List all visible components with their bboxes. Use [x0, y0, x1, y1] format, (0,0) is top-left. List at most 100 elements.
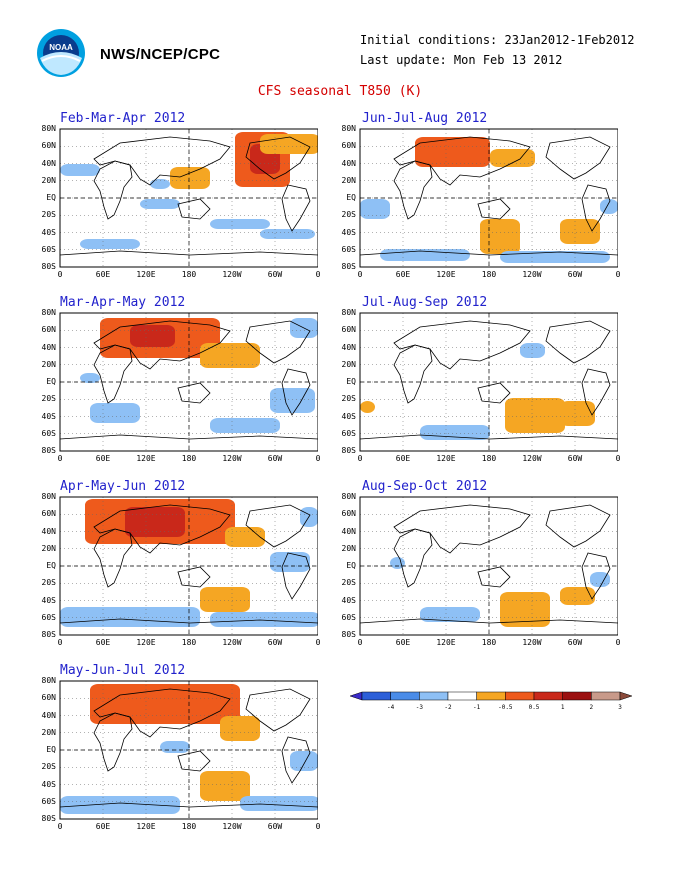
anomaly-region: [170, 167, 210, 189]
coastline: [281, 368, 311, 416]
coastline: [281, 184, 311, 232]
lat-tick-label: 60N: [41, 325, 56, 335]
coastline: [477, 382, 511, 404]
last-update: Last update: Mon Feb 13 2012: [360, 53, 563, 67]
lat-tick-label: 60N: [41, 509, 56, 519]
lon-tick-label: 0: [315, 270, 321, 279]
anomaly-region: [270, 552, 310, 572]
panel-title-amj: Apr-May-Jun 2012: [60, 479, 186, 494]
lat-tick-label: 80N: [341, 124, 356, 133]
coastline: [177, 750, 211, 772]
lat-tick-label: 40N: [341, 342, 356, 352]
anomaly-region: [360, 199, 390, 219]
lon-tick-label: 120W: [522, 454, 542, 463]
legend-swatch: [562, 691, 592, 701]
lon-tick-label: 180: [181, 454, 197, 463]
lon-tick-label: 60E: [95, 270, 111, 279]
noaa-logo-icon: NOAA: [37, 29, 85, 77]
lon-tick-label: 60W: [267, 454, 283, 463]
lat-tick-label: 80S: [41, 446, 56, 455]
lon-tick-label: 120W: [222, 638, 242, 647]
lon-tick-label: 180: [481, 638, 497, 647]
lat-tick-label: 40S: [341, 227, 356, 237]
coastline: [545, 504, 611, 548]
lon-tick-label: 0: [357, 454, 363, 463]
lat-tick-label: 80N: [41, 492, 56, 501]
coastline: [393, 320, 531, 370]
anomaly-region: [80, 239, 140, 249]
lat-tick-label: 60N: [341, 325, 356, 335]
coastline: [177, 198, 211, 220]
anomaly-region: [260, 229, 315, 239]
org-name: NWS/NCEP/CPC: [100, 46, 221, 63]
lon-tick-label: 120W: [222, 822, 242, 831]
lat-tick-label: EQ: [46, 377, 56, 386]
lat-tick-label: 20N: [41, 543, 56, 553]
lat-tick-label: 20S: [41, 210, 56, 220]
lat-tick-label: 80S: [341, 262, 356, 271]
coastline: [281, 736, 311, 784]
anomaly-region: [60, 164, 100, 176]
lon-tick-label: 120W: [522, 270, 542, 279]
anomaly-region: [480, 219, 520, 254]
lon-tick-label: 180: [481, 454, 497, 463]
anomaly-region: [200, 343, 260, 368]
anomaly-region: [210, 612, 318, 627]
coastline: [545, 136, 611, 180]
lat-tick-label: 20N: [41, 727, 56, 737]
lat-tick-label: 40S: [41, 779, 56, 789]
anomaly-region: [430, 141, 475, 159]
coastline: [581, 368, 611, 416]
coastline: [59, 250, 318, 256]
lat-tick-label: EQ: [46, 561, 56, 570]
lat-tick-label: 60S: [41, 612, 56, 622]
legend-swatch: [476, 691, 506, 701]
anomaly-region: [210, 219, 270, 229]
anomaly-region: [225, 527, 265, 547]
lat-tick-label: 60N: [341, 141, 356, 151]
lon-tick-label: 0: [315, 822, 321, 831]
lon-tick-label: 60E: [395, 270, 411, 279]
lat-tick-label: 80S: [41, 630, 56, 639]
anomaly-region: [560, 587, 595, 605]
anomaly-region: [560, 219, 600, 244]
lon-tick-label: 180: [181, 270, 197, 279]
anomaly-region: [60, 796, 180, 814]
anomaly-region: [150, 179, 170, 189]
coastline: [93, 320, 231, 370]
anomaly-region: [600, 199, 618, 214]
legend-label: -1: [473, 704, 481, 711]
lat-tick-label: 60S: [41, 244, 56, 254]
lat-tick-label: EQ: [46, 745, 56, 754]
anomaly-region: [130, 325, 175, 347]
coastline: [59, 618, 318, 624]
lon-tick-label: 120E: [436, 638, 456, 647]
coastline: [359, 250, 618, 256]
anomaly-region: [200, 771, 250, 801]
anomaly-region: [390, 557, 405, 569]
lon-tick-label: 0: [315, 454, 321, 463]
lon-tick-label: 0: [57, 454, 63, 463]
anomaly-region: [270, 388, 315, 413]
lon-tick-label: 0: [315, 638, 321, 647]
legend-label: 0.5: [529, 704, 540, 711]
lat-tick-label: 20S: [41, 394, 56, 404]
coastline: [93, 504, 231, 554]
anomaly-region: [420, 425, 490, 440]
panel-title-mam: Mar-Apr-May 2012: [60, 295, 186, 310]
anomaly-region: [420, 607, 480, 622]
anomaly-region: [360, 401, 375, 413]
lon-tick-label: 120E: [436, 270, 456, 279]
legend-label: -0.5: [498, 704, 513, 711]
lon-tick-label: 60W: [267, 638, 283, 647]
page-title: CFS seasonal T850 (K): [257, 84, 423, 99]
lon-tick-label: 120W: [522, 638, 542, 647]
lon-tick-label: 60E: [95, 454, 111, 463]
lat-tick-label: 20S: [341, 210, 356, 220]
lat-tick-label: 20N: [341, 359, 356, 369]
lat-tick-label: 20S: [341, 394, 356, 404]
lat-tick-label: 80N: [341, 308, 356, 317]
coastline: [93, 688, 231, 738]
lat-tick-label: 20N: [341, 543, 356, 553]
anomaly-region: [220, 716, 260, 741]
